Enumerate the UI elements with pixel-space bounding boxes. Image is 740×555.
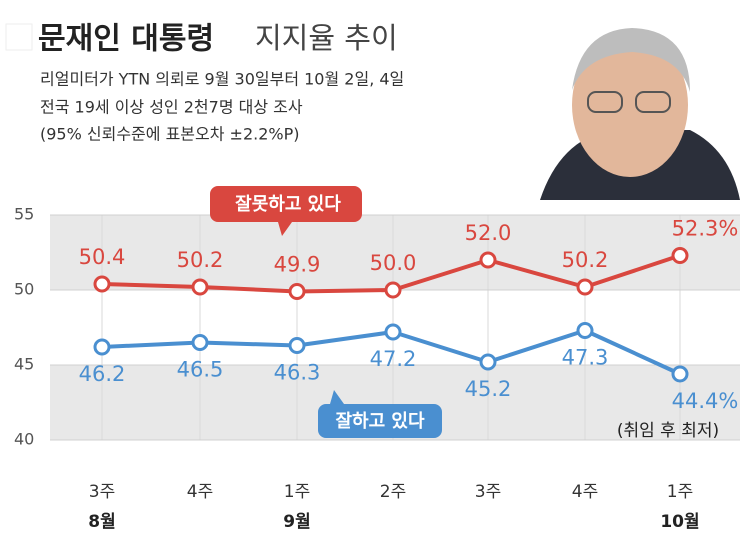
data-point: [479, 251, 497, 269]
subtitle: 전국 19세 이상 성인 2천7명 대상 조사: [40, 98, 303, 117]
x-tick-label: 3주: [89, 482, 115, 502]
legend-label: 잘하고 있다: [335, 411, 425, 432]
data-label: 50.2: [562, 248, 609, 272]
data-label: 44.4%: [672, 389, 739, 413]
data-point: [576, 278, 594, 296]
data-label: 50.2: [177, 248, 224, 272]
data-label: 50.0: [370, 251, 417, 275]
data-label: 49.9: [274, 253, 321, 277]
data-label: 52.0: [465, 221, 512, 245]
x-tick-label: 4주: [572, 482, 598, 502]
data-point: [671, 247, 689, 264]
x-tick-label: 2주: [380, 482, 406, 502]
x-month-label: 9월: [283, 512, 310, 532]
grid-band: [50, 215, 740, 290]
data-point: [191, 334, 209, 351]
chart-title: 문재인 대통령: [38, 22, 214, 57]
legend-bubble: [210, 186, 362, 236]
x-tick-label: 1주: [284, 482, 310, 502]
y-tick-label: 40: [14, 430, 34, 449]
data-point: [93, 338, 111, 356]
subtitle: (95% 신뢰수준에 표본오차 ±2.2%P): [40, 125, 300, 144]
data-label: 47.3: [562, 346, 609, 370]
data-label: 50.4: [79, 245, 126, 269]
data-point: [288, 283, 306, 300]
y-tick-label: 45: [14, 355, 34, 374]
data-point: [384, 281, 402, 299]
data-point: [191, 278, 209, 296]
x-tick-label: 1주: [667, 482, 693, 502]
data-point: [288, 337, 306, 354]
x-month-label: 10월: [660, 512, 699, 532]
y-tick-label: 55: [14, 205, 34, 224]
legend-label: 잘못하고 있다: [235, 194, 341, 215]
legend-bubble: [318, 390, 442, 438]
x-month-label: 8월: [88, 512, 115, 532]
subtitle: 리얼미터가 YTN 의뢰로 9월 30일부터 10월 2일, 4일: [40, 70, 404, 89]
data-point: [576, 322, 594, 339]
x-tick-label: 3주: [475, 482, 501, 502]
data-label: 52.3%: [672, 217, 739, 241]
data-point: [479, 353, 497, 371]
data-label: 47.2: [370, 347, 417, 371]
photo: [540, 28, 740, 200]
data-label: 45.2: [465, 377, 512, 401]
data-label: 46.2: [79, 362, 126, 386]
data-point: [384, 323, 402, 341]
data-point: [93, 275, 111, 293]
title-marker: [5, 23, 33, 51]
data-label: 46.5: [177, 358, 224, 382]
data-point: [671, 365, 689, 383]
annotation: (취임 후 최저): [617, 421, 719, 441]
chart-title-suffix: 지지율 추이: [255, 21, 398, 55]
y-tick-label: 50: [14, 280, 34, 299]
x-tick-label: 4주: [187, 482, 213, 502]
data-label: 46.3: [274, 361, 321, 385]
